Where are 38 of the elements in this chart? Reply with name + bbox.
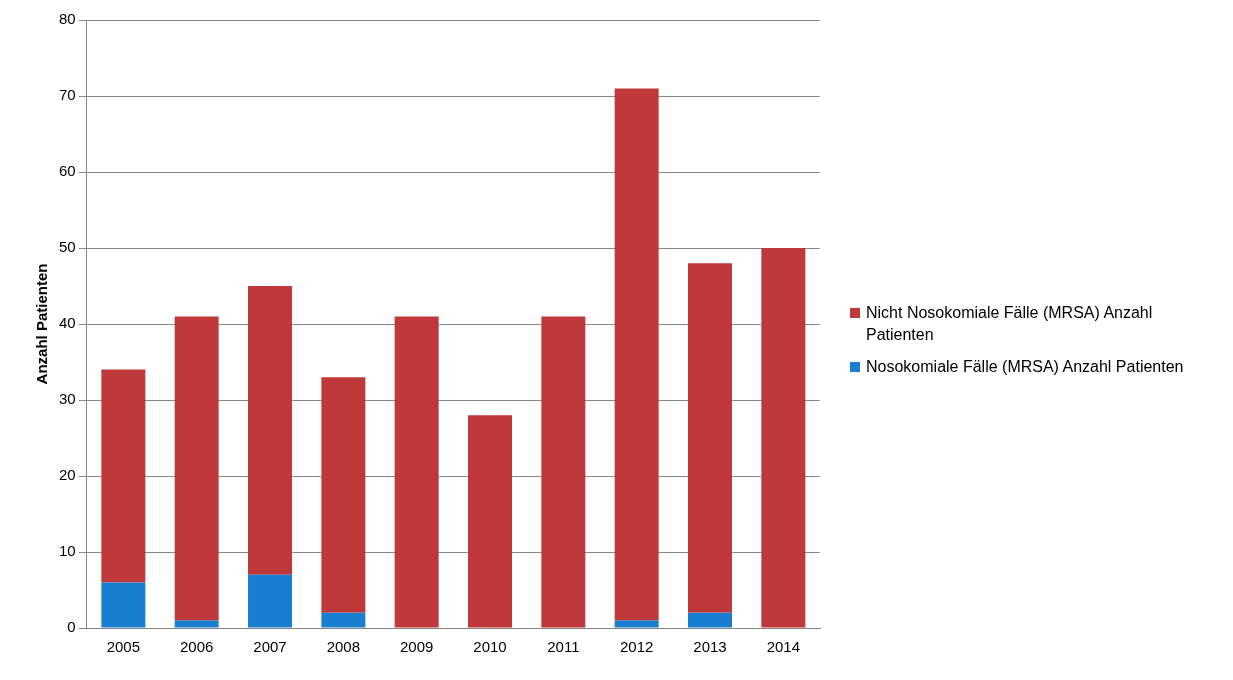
x-tick-label: 2006: [179, 638, 214, 656]
legend-label: Nicht Nosokomiale Fälle (MRSA) Anzahl Patienten: [866, 303, 1154, 345]
bar: [174, 316, 219, 621]
bar: [614, 88, 659, 621]
bar: [541, 316, 586, 628]
y-tick-label: 20: [59, 466, 76, 484]
y-tick-label: 70: [59, 86, 76, 104]
bar: [101, 582, 146, 628]
bar: [468, 415, 513, 628]
x-tick-label: 2013: [693, 638, 727, 656]
bar: [394, 316, 439, 628]
y-axis-title: Anzahl Patienten: [33, 263, 51, 385]
bar: [688, 612, 732, 628]
bar: [614, 620, 659, 628]
y-tick-label: 30: [59, 390, 76, 408]
y-tick-label: 40: [59, 314, 76, 332]
bar: [321, 377, 366, 613]
bar: [248, 286, 293, 575]
y-tick-label: 50: [59, 238, 76, 256]
x-tick-label: 2009: [399, 638, 434, 656]
x-tick-label: 2008: [326, 638, 361, 656]
x-tick-label: 2007: [253, 638, 287, 656]
x-tick-label: 2014: [766, 638, 801, 656]
x-tick-label: 2005: [106, 638, 141, 656]
bar: [174, 620, 219, 628]
bar: [321, 612, 366, 628]
y-tick-label: 10: [59, 542, 76, 560]
x-tick-label: 2011: [547, 638, 580, 656]
bar: [688, 263, 732, 613]
x-tick-label: 2012: [619, 638, 654, 656]
bar: [248, 574, 293, 628]
y-tick-label: 0: [67, 618, 76, 636]
x-tick-label: 2010: [473, 638, 507, 656]
y-tick-label: 80: [59, 10, 76, 28]
bar: [101, 369, 146, 583]
bar: [761, 248, 806, 628]
legend-label: Nosokomiale Fälle (MRSA) Anzahl Patienten: [866, 357, 1184, 377]
y-tick-label: 60: [59, 162, 76, 180]
